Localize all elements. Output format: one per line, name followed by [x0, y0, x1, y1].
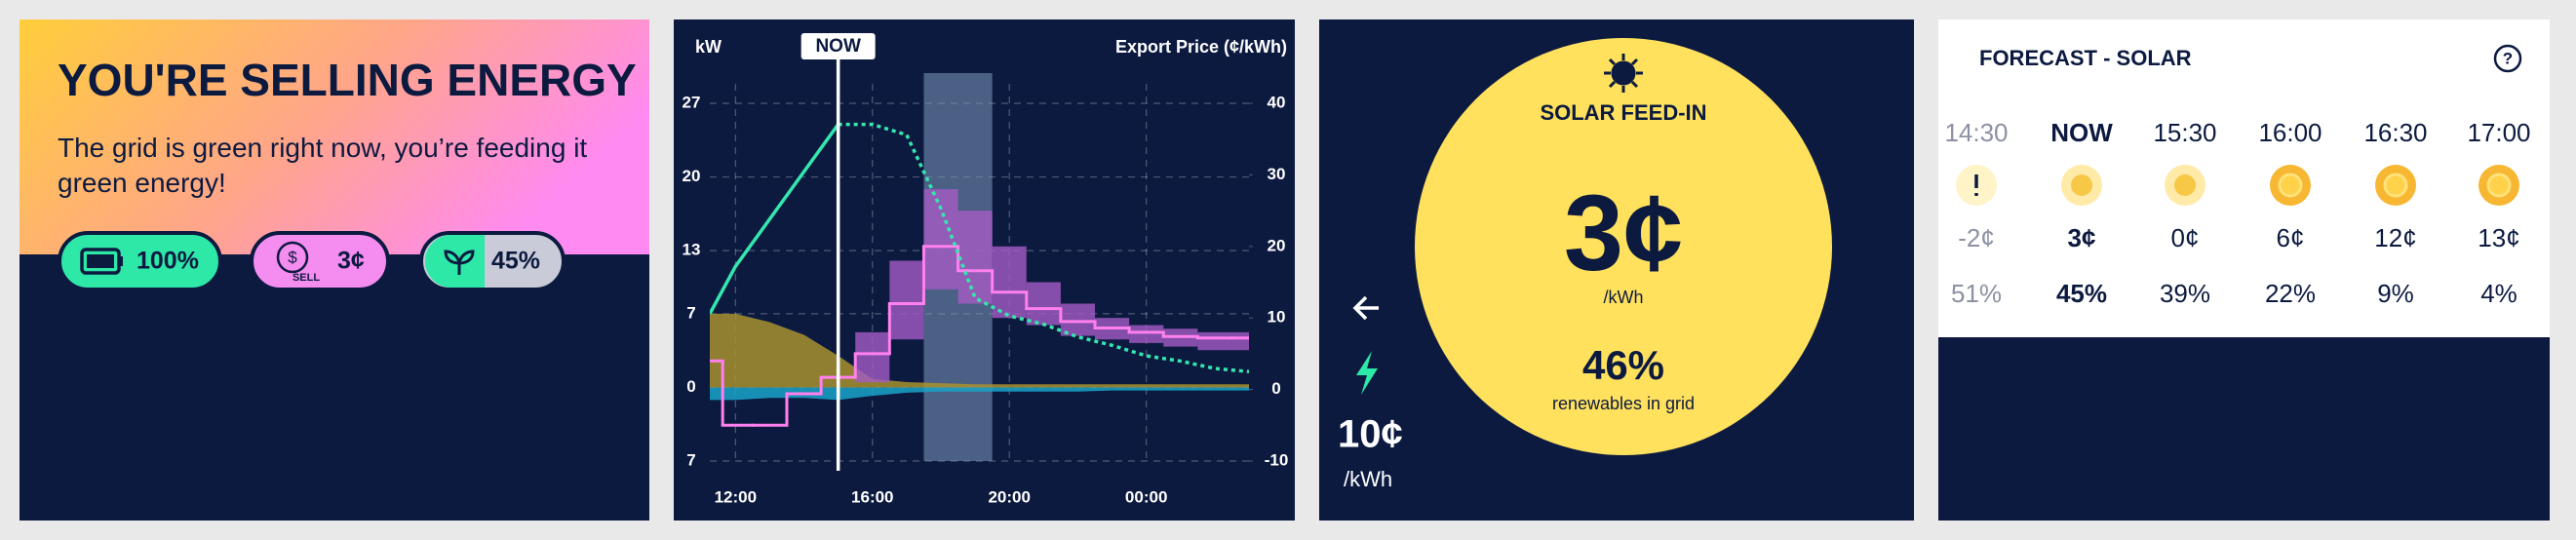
now-tag: [800, 33, 876, 59]
forecast-price: 3¢: [2068, 223, 2096, 252]
y-tick-label: 7: [686, 450, 695, 469]
battery-fill: [87, 254, 114, 268]
forecast-time: 16:00: [2258, 118, 2322, 147]
sun-icon: [1604, 54, 1643, 93]
y-tick-label: 27: [683, 93, 701, 111]
forecast-price: 13¢: [2478, 223, 2519, 252]
line: [710, 123, 840, 315]
forecast-line: [838, 122, 1249, 373]
price-range: [1060, 303, 1095, 336]
help-button[interactable]: ?: [2493, 44, 2522, 73]
y-tick-label: 0: [686, 377, 695, 396]
y2-tick-label: 0: [1271, 379, 1280, 398]
area: [710, 387, 1249, 401]
buy-unit: /kWh: [1344, 467, 1392, 491]
badge-value: 100%: [137, 248, 199, 275]
forecast-renewables: 22%: [2265, 279, 2316, 308]
price-range: [1026, 282, 1061, 326]
price-range: [923, 189, 958, 289]
forecast-renewables: 9%: [2377, 279, 2414, 308]
price-range: [957, 211, 993, 304]
y-tick-label: 13: [683, 241, 701, 259]
price-range: [1197, 331, 1232, 351]
y-tick-label: 20: [683, 167, 701, 185]
price-range: [1129, 325, 1164, 343]
back-arrow[interactable]: [1352, 295, 1379, 321]
renewables-label: renewables in grid: [1552, 394, 1695, 413]
y2-tick-label: -10: [1265, 450, 1289, 469]
card-header-bg: [20, 19, 649, 254]
svg-text:?: ?: [2503, 49, 2513, 67]
now-label: NOW: [815, 36, 861, 57]
price-range: [889, 260, 924, 340]
forecast-icon-core: [2383, 173, 2408, 198]
y2-tick-label: 10: [1268, 308, 1286, 327]
forecast-icon-core: [2174, 174, 2196, 196]
x-tick-label: 12:00: [715, 487, 757, 506]
price-range: [992, 246, 1027, 319]
forecast-time: NOW: [2050, 118, 2113, 147]
forecast-price: 6¢: [2277, 223, 2305, 252]
feed-in-circle: [1415, 38, 1832, 455]
forecast-price: 12¢: [2374, 223, 2416, 252]
badge-bg: [250, 231, 390, 291]
forecast-bg: [1938, 19, 2550, 337]
y-axis-label: kW: [695, 37, 722, 57]
forecast-renewables: 51%: [1951, 279, 2002, 308]
forecast-time: 16:30: [2363, 118, 2427, 147]
renewables-value: 46%: [1582, 342, 1664, 388]
y2-tick-label: 40: [1268, 93, 1286, 111]
forecast-icon-core: [2486, 173, 2512, 198]
y-tick-label: 7: [686, 303, 695, 322]
forecast-price: 0¢: [2171, 223, 2200, 252]
forecast-price: -2¢: [1958, 223, 1995, 252]
status-card: YOU'RE SELLING ENERGY 100% $ SELL 3¢ 45%: [20, 19, 649, 521]
forecast-time: 15:30: [2153, 118, 2216, 147]
price-range: [1231, 331, 1249, 351]
forecast-time: 14:30: [1944, 118, 2008, 147]
battery-tip: [119, 256, 123, 266]
x-tick-label: 16:00: [851, 487, 893, 506]
forecast-renewables: 45%: [2056, 279, 2107, 308]
buy-price: 10¢: [1338, 413, 1403, 456]
forecast-icon-core: [2278, 173, 2303, 198]
dollar-icon: [276, 241, 309, 274]
plot-area: [710, 73, 1249, 461]
dollar-sign: $: [288, 248, 297, 266]
forecast-icon-core: [2071, 174, 2092, 196]
forecast-renewables: 39%: [2160, 279, 2210, 308]
y2-tick-label: 30: [1268, 165, 1286, 183]
price-range: [855, 331, 890, 383]
forecast-card: FORECAST - SOLAR ? 14:30 -2¢ 51% NOW 3¢ 45% 15…: [1938, 19, 2550, 521]
feed-in-price: 3¢: [1564, 174, 1683, 293]
y2-axis-label: Export Price (¢/kWh): [1115, 37, 1287, 57]
forecast-renewables: 4%: [2480, 279, 2517, 308]
status-message: The grid is green right now, you’re feed…: [58, 133, 588, 198]
area: [710, 313, 1249, 388]
lightning-icon: [1356, 351, 1378, 395]
sell-badge: $ SELL 3¢: [250, 231, 390, 291]
leaf-icon: [444, 250, 475, 275]
price-chart: kW Export Price (¢/kWh) 27 20 13 7 0 7 40 30 20 1…: [674, 19, 1295, 521]
badge-bg: [58, 231, 222, 291]
status-title: YOU'RE SELLING ENERGY: [58, 55, 637, 105]
renewables-badge: 45%: [419, 231, 566, 291]
price-unit: /kWh: [1603, 288, 1643, 307]
badge-value: 3¢: [337, 248, 365, 275]
feed-in-title: SOLAR FEED-IN: [1540, 100, 1706, 125]
feed-in-card: SOLAR FEED-IN 3¢ /kWh 46% renewables in …: [1319, 19, 1914, 521]
battery-badge: 100%: [58, 231, 222, 291]
badge-value: 45%: [491, 248, 540, 275]
x-tick-label: 00:00: [1125, 487, 1167, 506]
x-tick-label: 20:00: [988, 487, 1030, 506]
sell-label: SELL: [293, 272, 320, 284]
forecast-time: 17:00: [2467, 118, 2530, 147]
badge-fill: [425, 235, 485, 288]
forecast-title: FORECAST - SOLAR: [1979, 46, 2192, 70]
y2-tick-label: 20: [1268, 236, 1286, 254]
